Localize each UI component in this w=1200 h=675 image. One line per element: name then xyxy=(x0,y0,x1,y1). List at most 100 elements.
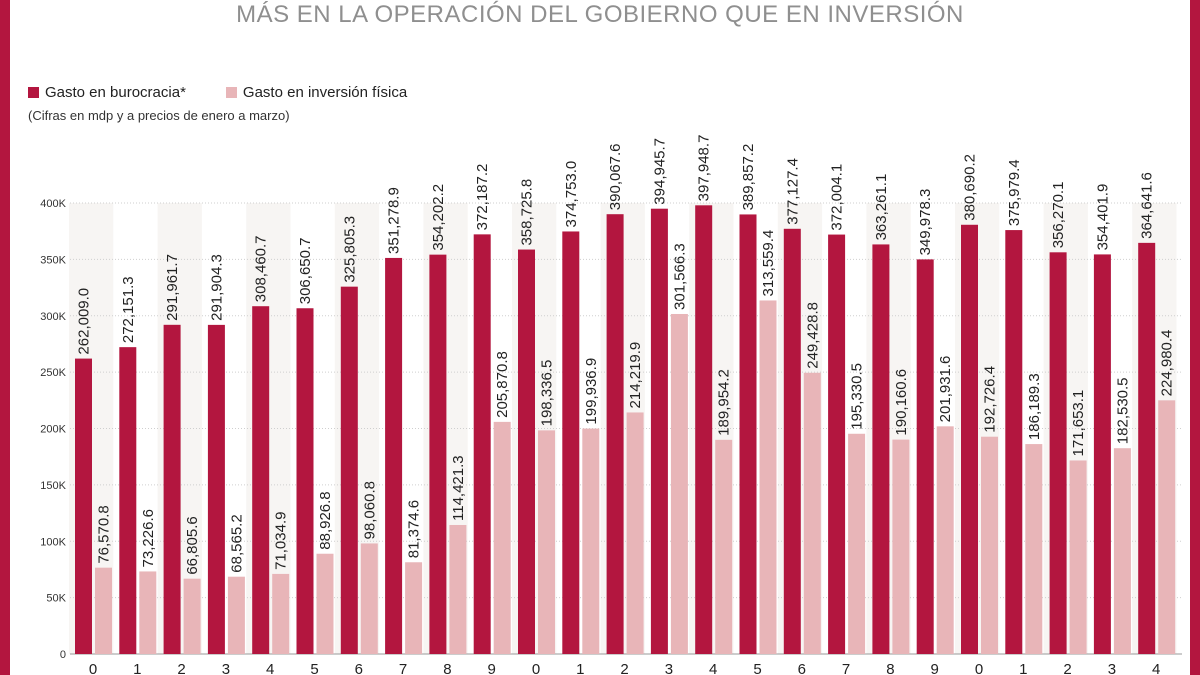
y-tick-label: 400K xyxy=(40,198,66,210)
bar-inversion xyxy=(1069,460,1087,654)
value-label-inversion: 114,421.3 xyxy=(450,455,467,521)
value-label-burocracia: 308,460.7 xyxy=(253,235,270,302)
bar-inversion xyxy=(981,436,998,654)
bar-burocracia xyxy=(872,244,890,655)
bar-burocracia xyxy=(429,254,447,654)
legend-label-inversion: Gasto en inversión física xyxy=(242,84,408,101)
bar-inversion xyxy=(759,300,777,654)
x-tick-label: 5 xyxy=(310,661,318,675)
value-label-burocracia: 262,009.0 xyxy=(76,288,93,355)
bar-inversion xyxy=(1113,448,1131,654)
value-label-inversion: 313,559.4 xyxy=(760,230,777,297)
x-tick-label: 2 xyxy=(1063,661,1071,675)
y-tick-label: 200K xyxy=(40,424,66,436)
value-label-burocracia: 325,805.3 xyxy=(341,216,358,283)
value-label-inversion: 186,189.3 xyxy=(1026,373,1043,440)
x-tick-label: 9 xyxy=(931,661,939,675)
bar-inversion xyxy=(892,439,910,654)
right-accent-border xyxy=(1190,0,1200,675)
legend-item-burocracia: Gasto en burocracia* xyxy=(28,84,186,101)
value-label-burocracia: 306,650.7 xyxy=(297,238,314,305)
x-tick-label: 4 xyxy=(709,661,717,675)
value-label-inversion: 190,160.6 xyxy=(893,369,910,436)
bar-burocracia xyxy=(207,324,225,654)
bar-inversion xyxy=(360,543,378,654)
value-label-inversion: 201,931.6 xyxy=(937,356,954,423)
bar-inversion xyxy=(538,430,555,654)
bar-inversion xyxy=(95,567,112,654)
x-tick-label: 2 xyxy=(177,661,185,675)
value-label-inversion: 88,926.8 xyxy=(317,491,334,549)
x-tick-label: 4 xyxy=(266,661,274,675)
left-accent-border xyxy=(0,0,10,675)
bar-burocracia xyxy=(473,234,491,654)
bar-burocracia xyxy=(1005,230,1023,654)
bar-inversion xyxy=(936,426,954,654)
value-label-inversion: 66,805.6 xyxy=(184,516,201,574)
x-tick-label: 7 xyxy=(842,661,850,675)
value-label-burocracia: 291,904.3 xyxy=(208,254,225,321)
bar-burocracia xyxy=(163,324,181,654)
bar-burocracia xyxy=(340,286,358,654)
value-label-burocracia: 358,725.8 xyxy=(519,179,536,246)
value-label-inversion: 81,374.6 xyxy=(406,500,423,558)
bar-inversion xyxy=(316,553,334,654)
bar-burocracia xyxy=(606,214,624,654)
value-label-burocracia: 375,979.4 xyxy=(1006,159,1023,226)
legend-label-burocracia: Gasto en burocracia* xyxy=(45,84,186,101)
x-tick-label: 0 xyxy=(89,661,97,675)
bar-inversion xyxy=(848,433,866,654)
y-tick-label: 150K xyxy=(40,480,66,492)
bar-burocracia xyxy=(1093,254,1111,654)
bar-inversion xyxy=(227,576,245,654)
x-tick-label: 6 xyxy=(798,661,806,675)
value-label-burocracia: 363,261.1 xyxy=(873,174,890,241)
x-tick-label: 8 xyxy=(886,661,894,675)
bar-inversion xyxy=(715,439,733,654)
bar-inversion xyxy=(139,571,157,654)
value-label-burocracia: 354,401.9 xyxy=(1094,184,1111,251)
value-label-burocracia: 372,004.1 xyxy=(829,164,846,231)
bar-inversion xyxy=(449,524,467,654)
bar-inversion xyxy=(803,372,821,654)
bar-inversion xyxy=(183,578,201,654)
bar-burocracia xyxy=(695,205,713,654)
bar-inversion xyxy=(582,428,600,654)
legend-swatch-burocracia xyxy=(28,87,39,98)
value-label-inversion: 71,034.9 xyxy=(273,512,290,570)
value-label-inversion: 171,653.1 xyxy=(1070,390,1087,457)
value-label-burocracia: 397,948.7 xyxy=(696,135,713,202)
bar-burocracia xyxy=(1049,252,1067,654)
bar-burocracia xyxy=(252,306,270,654)
x-tick-label: 0 xyxy=(975,661,983,675)
bar-burocracia xyxy=(75,358,92,654)
bar-inversion xyxy=(272,573,290,654)
value-label-burocracia: 380,690.2 xyxy=(962,154,979,221)
value-label-burocracia: 354,202.2 xyxy=(430,184,447,251)
x-tick-label: 7 xyxy=(399,661,407,675)
legend: Gasto en burocracia* Gasto en inversión … xyxy=(28,84,447,101)
value-label-inversion: 98,060.8 xyxy=(361,481,378,539)
bar-inversion xyxy=(1025,444,1043,654)
bar-inversion xyxy=(1158,400,1176,654)
value-label-inversion: 189,954.2 xyxy=(716,369,733,436)
value-label-burocracia: 372,187.2 xyxy=(474,164,491,231)
value-label-burocracia: 356,270.1 xyxy=(1050,182,1067,249)
value-label-burocracia: 374,753.0 xyxy=(563,161,580,228)
bar-inversion xyxy=(626,412,644,654)
x-tick-label: 8 xyxy=(443,661,451,675)
bar-burocracia xyxy=(739,214,757,654)
x-tick-label: 3 xyxy=(1108,661,1116,675)
value-label-burocracia: 390,067.6 xyxy=(607,143,624,210)
value-label-burocracia: 389,857.2 xyxy=(740,144,757,211)
bar-burocracia xyxy=(518,249,535,654)
bar-burocracia xyxy=(961,224,978,655)
y-tick-label: 0 xyxy=(60,649,66,661)
chart-title: MÁS EN LA OPERACIÓN DEL GOBIERNO QUE EN … xyxy=(236,1,964,28)
value-label-burocracia: 351,278.9 xyxy=(386,187,403,254)
y-tick-label: 250K xyxy=(40,367,66,379)
x-tick-label: 2 xyxy=(620,661,628,675)
x-tick-label: 9 xyxy=(488,661,496,675)
value-label-inversion: 182,530.5 xyxy=(1114,377,1131,444)
